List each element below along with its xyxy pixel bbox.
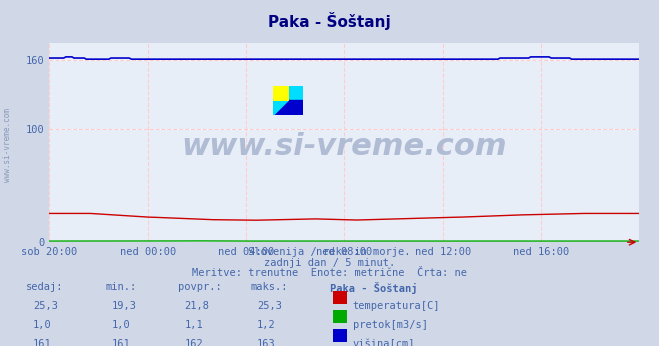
Text: 25,3: 25,3	[257, 301, 282, 311]
Text: 25,3: 25,3	[33, 301, 58, 311]
Text: 1,0: 1,0	[112, 320, 130, 330]
Text: 1,2: 1,2	[257, 320, 275, 330]
Text: 163: 163	[257, 339, 275, 346]
Text: temperatura[C]: temperatura[C]	[353, 301, 440, 311]
Text: www.si-vreme.com: www.si-vreme.com	[181, 132, 507, 161]
Text: povpr.:: povpr.:	[178, 282, 221, 292]
Polygon shape	[289, 100, 303, 115]
Text: 1,1: 1,1	[185, 320, 203, 330]
Text: sedaj:: sedaj:	[26, 282, 64, 292]
Text: 161: 161	[33, 339, 51, 346]
Text: 21,8: 21,8	[185, 301, 210, 311]
Text: 162: 162	[185, 339, 203, 346]
Polygon shape	[273, 85, 289, 100]
Text: www.si-vreme.com: www.si-vreme.com	[3, 108, 13, 182]
Text: 161: 161	[112, 339, 130, 346]
Polygon shape	[289, 85, 303, 100]
Polygon shape	[273, 100, 289, 115]
Text: Paka - Šoštanj: Paka - Šoštanj	[330, 282, 417, 294]
Text: 1,0: 1,0	[33, 320, 51, 330]
Text: Slovenija / reke in morje.: Slovenija / reke in morje.	[248, 247, 411, 257]
Text: pretok[m3/s]: pretok[m3/s]	[353, 320, 428, 330]
Text: 19,3: 19,3	[112, 301, 137, 311]
Polygon shape	[273, 85, 289, 100]
Polygon shape	[273, 100, 289, 115]
Text: maks.:: maks.:	[250, 282, 288, 292]
Text: Paka - Šoštanj: Paka - Šoštanj	[268, 12, 391, 30]
Text: Meritve: trenutne  Enote: metrične  Črta: ne: Meritve: trenutne Enote: metrične Črta: …	[192, 268, 467, 278]
Text: višina[cm]: višina[cm]	[353, 339, 415, 346]
Text: min.:: min.:	[105, 282, 136, 292]
Text: zadnji dan / 5 minut.: zadnji dan / 5 minut.	[264, 258, 395, 268]
